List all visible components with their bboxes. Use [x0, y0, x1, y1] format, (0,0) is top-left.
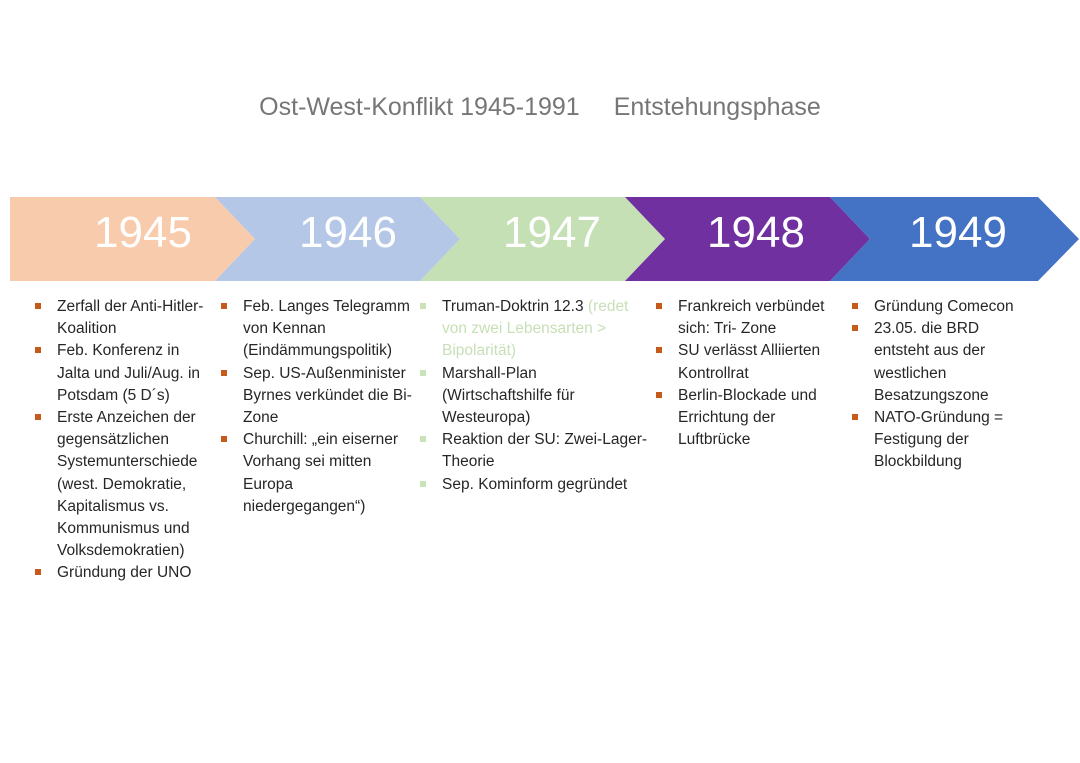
year-label-1947: 1947: [503, 208, 601, 257]
year-label-1946: 1946: [299, 208, 397, 257]
list-item: Gründung der UNO: [35, 562, 215, 584]
square-bullet-icon: [656, 347, 662, 354]
year-label-1949: 1949: [909, 208, 1007, 257]
column-1949: Gründung Comecon 23.05. die BRD entsteht…: [852, 296, 1038, 474]
faded-note: (redet von zwei Lebensarten > Bipolaritä…: [442, 298, 629, 360]
list-item: Sep. Kominform gegründet: [420, 474, 648, 496]
list-item: Gründung Comecon: [852, 296, 1038, 318]
year-label-1948: 1948: [707, 208, 805, 257]
column-1946: Feb. Langes Telegramm von Kennan (Eindäm…: [221, 296, 417, 518]
page-title: Ost-West-Konflikt 1945-1991 Entstehungsph…: [0, 93, 1080, 122]
square-bullet-icon: [420, 369, 426, 376]
square-bullet-icon: [420, 303, 426, 309]
arrow-1948: [625, 197, 870, 281]
year-label-1945: 1945: [94, 208, 192, 257]
square-bullet-icon: [221, 369, 227, 376]
square-bullet-icon: [35, 414, 41, 421]
square-bullet-icon: [656, 391, 662, 398]
square-bullet-icon: [420, 480, 426, 487]
arrow-1949: [830, 197, 1079, 281]
square-bullet-icon: [656, 303, 662, 309]
column-1945: Zerfall der Anti-Hitler-Koalition Feb. K…: [35, 296, 215, 585]
list-item: Feb. Langes Telegramm von Kennan (Eindäm…: [221, 296, 417, 363]
square-bullet-icon: [852, 325, 858, 332]
square-bullet-icon: [852, 414, 858, 421]
list-item: Frankreich verbündet sich: Tri- Zone: [656, 296, 842, 340]
square-bullet-icon: [221, 436, 227, 443]
square-bullet-icon: [852, 303, 858, 309]
list-item: Reaktion der SU: Zwei-Lager-Theorie: [420, 429, 648, 473]
list-item: Zerfall der Anti-Hitler-Koalition: [35, 296, 215, 340]
list-item: 23.05. die BRD entsteht aus der westlich…: [852, 318, 1038, 407]
list-item: SU verlässt Alliierten Kontrollrat: [656, 340, 842, 384]
list-item: Sep. US-Außenminister Byrnes verkündet d…: [221, 363, 417, 430]
title-sub: Entstehungsphase: [613, 93, 821, 121]
title-main: Ost-West-Konflikt 1945-1991: [259, 93, 580, 121]
list-item: Berlin-Blockade und Errichtung der Luftb…: [656, 385, 842, 452]
timeline-arrows: [10, 197, 1079, 281]
square-bullet-icon: [35, 347, 41, 354]
list-item: Feb. Konferenz in Jalta und Juli/Aug. in…: [35, 340, 215, 407]
square-bullet-icon: [35, 569, 41, 576]
list-item: Churchill: „ein eiserner Vorhang sei mit…: [221, 429, 417, 518]
list-item: Truman-Doktrin 12.3 (redet von zwei Lebe…: [420, 296, 648, 363]
list-item: Erste Anzeichen der gegensätzlichen Syst…: [35, 407, 215, 562]
arrow-1946: [215, 197, 460, 281]
square-bullet-icon: [420, 436, 426, 443]
list-item: Marshall-Plan (Wirtschaftshilfe für West…: [420, 363, 648, 430]
column-1947: Truman-Doktrin 12.3 (redet von zwei Lebe…: [420, 296, 648, 496]
arrow-1947: [420, 197, 665, 281]
column-1948: Frankreich verbündet sich: Tri- Zone SU …: [656, 296, 842, 451]
square-bullet-icon: [221, 303, 227, 309]
square-bullet-icon: [35, 303, 41, 309]
arrow-1945: [10, 197, 255, 281]
list-item: NATO-Gründung = Festigung der Blockbildu…: [852, 407, 1038, 474]
